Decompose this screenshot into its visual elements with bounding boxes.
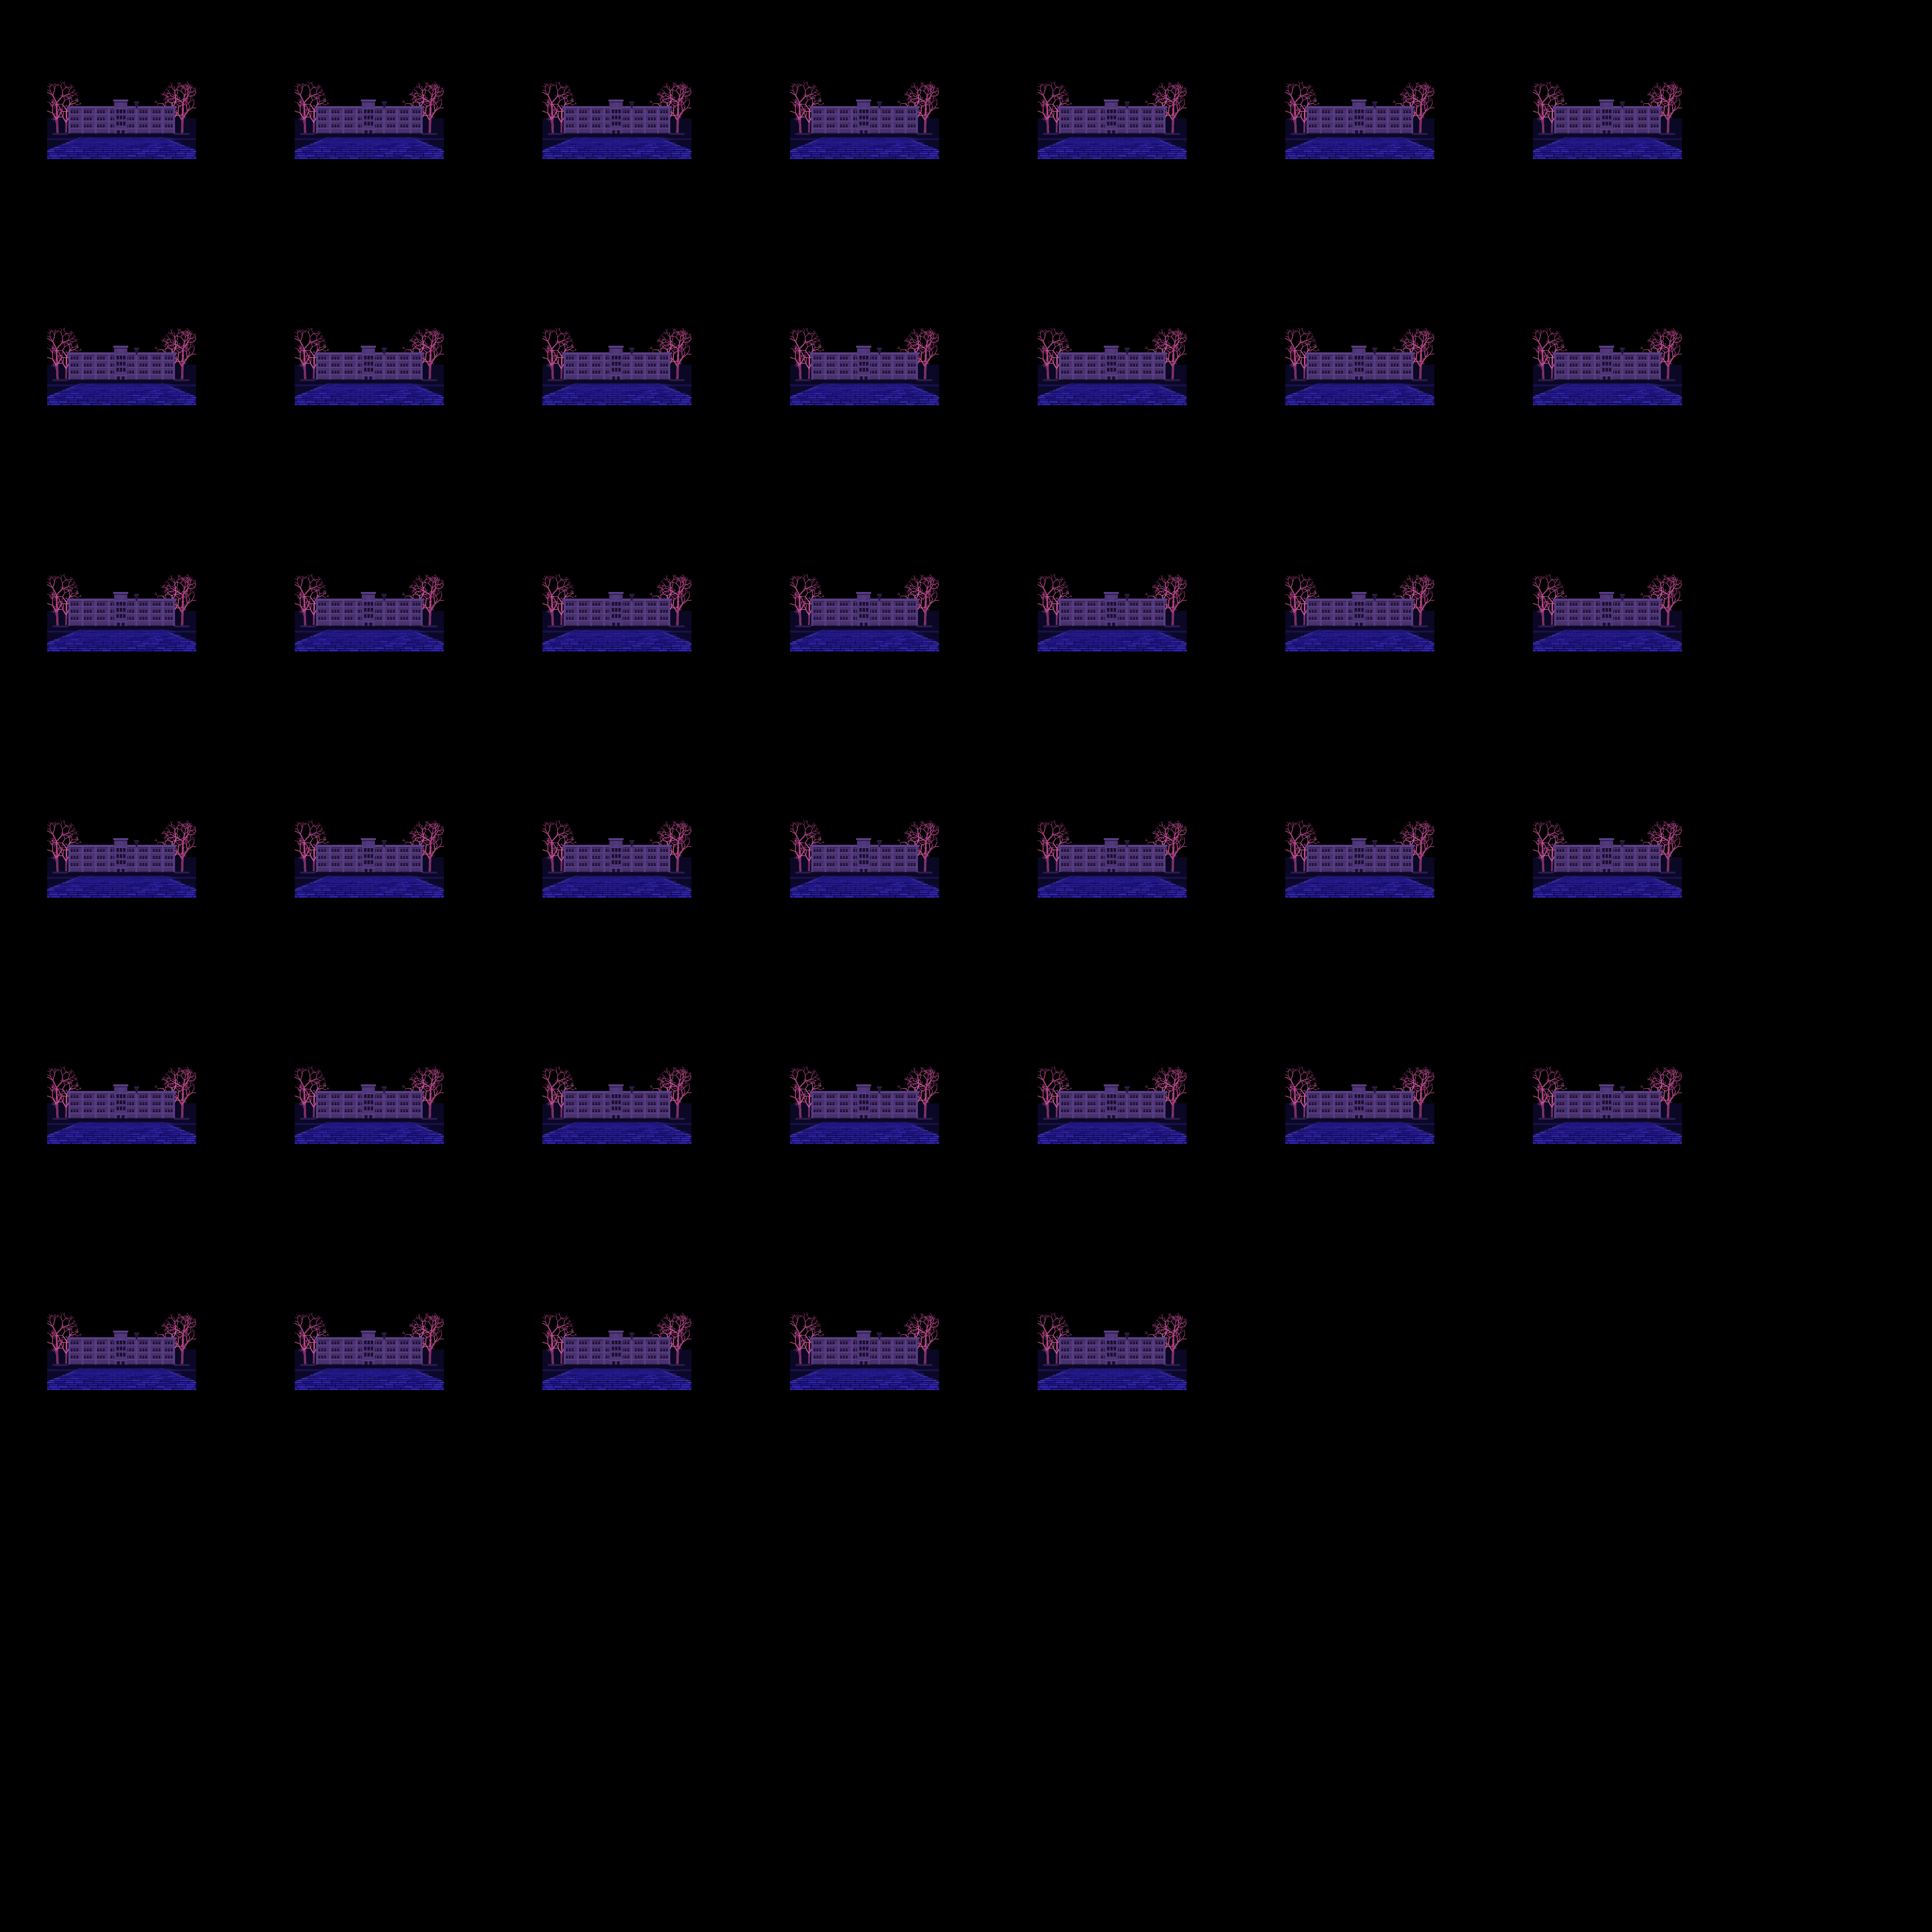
night-school-courtyard-image (1285, 566, 1434, 651)
night-school-courtyard-image (1533, 319, 1682, 405)
night-school-courtyard-image (790, 812, 939, 898)
night-school-courtyard-image (542, 319, 691, 405)
night-school-courtyard-image (790, 73, 939, 159)
thumbnail-tile[interactable] (47, 1304, 196, 1390)
night-school-courtyard-image (295, 73, 444, 159)
night-school-courtyard-image (295, 1058, 444, 1144)
night-school-courtyard-image (542, 1058, 691, 1144)
thumbnail-tile[interactable] (790, 73, 939, 159)
thumbnail-tile[interactable] (542, 566, 691, 651)
night-school-courtyard-image (1038, 566, 1187, 651)
thumbnail-tile[interactable] (47, 1058, 196, 1144)
night-school-courtyard-image (542, 812, 691, 898)
thumbnail-tile[interactable] (295, 1058, 444, 1144)
night-school-courtyard-image (790, 566, 939, 651)
thumbnail-tile[interactable] (542, 1304, 691, 1390)
night-school-courtyard-image (295, 566, 444, 651)
night-school-courtyard-image (542, 1304, 691, 1390)
thumbnail-tile[interactable] (1285, 1058, 1434, 1144)
thumbnail-tile[interactable] (542, 73, 691, 159)
night-school-courtyard-image (1533, 73, 1682, 159)
thumbnail-tile[interactable] (1038, 812, 1187, 898)
night-school-courtyard-image (47, 812, 196, 898)
thumbnail-tile[interactable] (295, 319, 444, 405)
thumbnail-tile[interactable] (47, 566, 196, 651)
thumbnail-tile[interactable] (47, 73, 196, 159)
thumbnail-tile[interactable] (47, 319, 196, 405)
night-school-courtyard-image (790, 319, 939, 405)
thumbnail-tile[interactable] (1533, 73, 1682, 159)
night-school-courtyard-image (790, 1058, 939, 1144)
night-school-courtyard-image (542, 566, 691, 651)
night-school-courtyard-image (790, 1304, 939, 1390)
night-school-courtyard-image (295, 319, 444, 405)
thumbnail-tile[interactable] (790, 319, 939, 405)
night-school-courtyard-image (47, 1304, 196, 1390)
thumbnail-tile[interactable] (1038, 319, 1187, 405)
night-school-courtyard-image (1533, 812, 1682, 898)
thumbnail-tile[interactable] (542, 1058, 691, 1144)
thumbnail-tile[interactable] (47, 812, 196, 898)
thumbnail-tile[interactable] (1533, 566, 1682, 651)
thumbnail-tile[interactable] (1285, 812, 1434, 898)
night-school-courtyard-image (1038, 1304, 1187, 1390)
thumbnail-tile[interactable] (790, 812, 939, 898)
night-school-courtyard-image (47, 1058, 196, 1144)
night-school-courtyard-image (1285, 812, 1434, 898)
thumbnail-tile[interactable] (1533, 812, 1682, 898)
thumbnail-tile[interactable] (790, 1304, 939, 1390)
night-school-courtyard-image (47, 73, 196, 159)
thumbnail-tile[interactable] (1038, 73, 1187, 159)
thumbnail-tile[interactable] (1038, 566, 1187, 651)
thumbnail-tile[interactable] (295, 1304, 444, 1390)
thumbnail-tile[interactable] (295, 566, 444, 651)
thumbnail-tile[interactable] (1038, 1058, 1187, 1144)
night-school-courtyard-image (47, 566, 196, 651)
thumbnail-tile[interactable] (295, 812, 444, 898)
thumbnail-tile[interactable] (1285, 73, 1434, 159)
night-school-courtyard-image (1533, 566, 1682, 651)
thumbnail-tile[interactable] (1533, 319, 1682, 405)
thumbnail-tile[interactable] (1285, 566, 1434, 651)
night-school-courtyard-image (1285, 1058, 1434, 1144)
thumbnail-tile[interactable] (542, 319, 691, 405)
night-school-courtyard-image (295, 1304, 444, 1390)
thumbnail-tile[interactable] (1285, 319, 1434, 405)
thumbnail-tile[interactable] (542, 812, 691, 898)
night-school-courtyard-image (1038, 812, 1187, 898)
thumbnail-tile[interactable] (1038, 1304, 1187, 1390)
night-school-courtyard-image (1533, 1058, 1682, 1144)
thumbnail-tile[interactable] (790, 1058, 939, 1144)
night-school-courtyard-image (1038, 1058, 1187, 1144)
night-school-courtyard-image (47, 319, 196, 405)
thumbnail-tile[interactable] (1533, 1058, 1682, 1144)
night-school-courtyard-image (295, 812, 444, 898)
night-school-courtyard-image (1038, 73, 1187, 159)
thumbnail-tile[interactable] (790, 566, 939, 651)
night-school-courtyard-image (1285, 319, 1434, 405)
thumbnail-tile[interactable] (295, 73, 444, 159)
night-school-courtyard-image (1285, 73, 1434, 159)
night-school-courtyard-image (1038, 319, 1187, 405)
night-school-courtyard-image (542, 73, 691, 159)
